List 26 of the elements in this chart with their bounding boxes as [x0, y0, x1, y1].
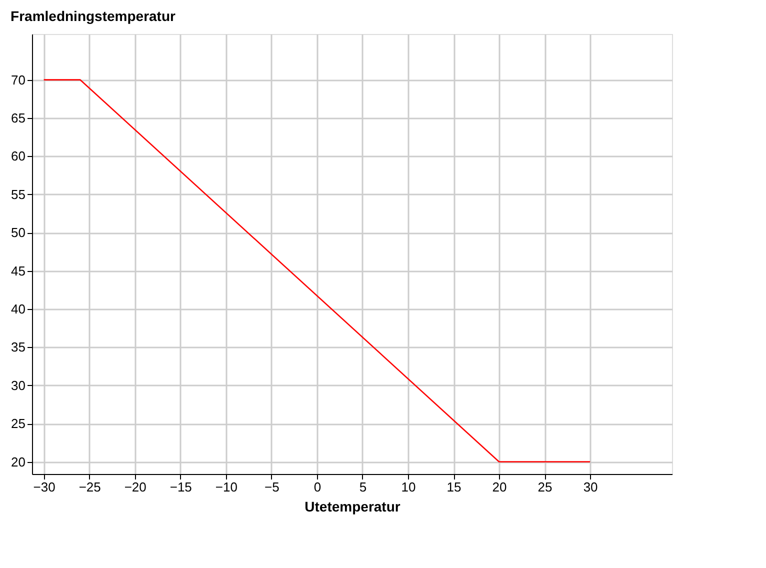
x-tick-label: 25 — [538, 480, 552, 494]
y-tick-label: 50 — [11, 225, 26, 240]
y-tick-label: 60 — [11, 148, 26, 164]
x-tick-label: −30 — [33, 480, 56, 494]
x-tick-label: 0 — [314, 480, 322, 494]
x-axis-title: Utetemperatur — [304, 498, 401, 514]
x-tick-label: −20 — [124, 480, 146, 494]
x-tick-label: 30 — [583, 480, 598, 494]
x-tick-label: −5 — [264, 480, 280, 494]
y-tick-label: 35 — [11, 340, 26, 355]
x-tick-label: 10 — [401, 480, 416, 494]
x-tick-label: 20 — [492, 480, 507, 494]
x-tick-label: 15 — [446, 480, 462, 494]
y-tick-label: 40 — [11, 302, 26, 316]
y-tick-label: 30 — [11, 378, 26, 393]
y-tick-label: 20 — [11, 454, 26, 470]
y-tick-label: 45 — [11, 263, 26, 278]
y-tick-label: 65 — [11, 110, 26, 126]
x-tick-label: −15 — [170, 480, 192, 494]
x-tick-label: 5 — [359, 480, 367, 494]
y-tick-label: 25 — [11, 416, 26, 432]
x-tick-label: −10 — [215, 480, 238, 494]
y-tick-label: 55 — [11, 186, 26, 202]
y-tick-label: 70 — [11, 72, 26, 88]
y-axis-title: Framledningstemperatur — [10, 8, 176, 24]
x-tick-label: −25 — [78, 480, 101, 494]
